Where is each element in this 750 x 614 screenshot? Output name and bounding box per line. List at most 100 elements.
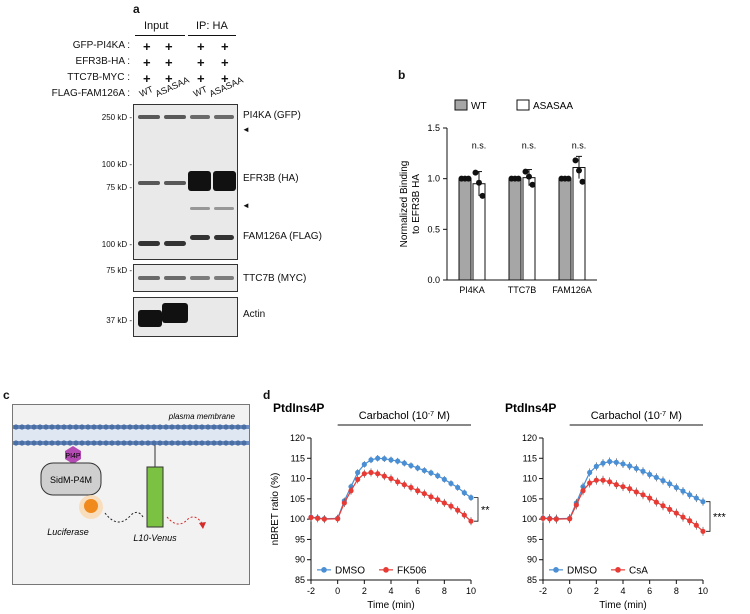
lipid-head: [91, 424, 97, 430]
lipid-head: [151, 424, 157, 430]
data-point: [565, 175, 572, 182]
lipid-head: [241, 440, 247, 446]
bar: [458, 178, 472, 281]
band-mid-3: [190, 207, 210, 210]
data-point: [667, 481, 673, 487]
group-input-line: [135, 35, 185, 36]
data-point: [633, 489, 639, 495]
x-axis-label: Time (min): [367, 600, 414, 610]
lipid-head: [49, 440, 55, 446]
blot-main: [133, 104, 238, 260]
panel-label-a: a: [133, 2, 140, 16]
y-tick-label: 110: [291, 474, 305, 484]
data-point: [572, 157, 579, 164]
lipid-head: [145, 440, 151, 446]
y-tick-label: 0.0: [427, 275, 440, 285]
luciferase-label: Luciferase: [47, 527, 89, 537]
emission-arrowhead: [199, 522, 206, 529]
lipid-head: [241, 424, 247, 430]
data-point: [375, 455, 381, 461]
legend-marker: [553, 567, 559, 573]
x-tick-label: 10: [698, 586, 708, 596]
x-axis-label: Time (min): [599, 600, 646, 610]
data-point: [348, 488, 354, 494]
y-tick-label: 105: [290, 494, 305, 504]
x-tick-label: PI4KA: [459, 285, 485, 295]
data-point: [633, 465, 639, 472]
legend-swatch: [516, 99, 530, 111]
lipid-head: [37, 424, 43, 430]
band-mid-4: [214, 207, 234, 210]
lipid-head: [115, 440, 121, 446]
lipid-head: [127, 424, 133, 430]
band-pi4ka-4: [214, 115, 234, 119]
arrow-2: ◄: [242, 201, 250, 210]
legend-label: FK506: [397, 565, 427, 576]
data-point: [687, 518, 693, 524]
data-point: [421, 467, 427, 474]
data-point: [613, 459, 619, 465]
bar: [522, 177, 536, 281]
lipid-head: [181, 424, 187, 430]
data-point: [308, 514, 314, 521]
legend-label: DMSO: [567, 565, 597, 576]
plus-sign: +: [165, 71, 173, 86]
data-point: [647, 495, 653, 501]
band-label-ttc7b: TTC7B (MYC): [243, 273, 307, 284]
venus-bar: [146, 466, 164, 528]
data-point: [587, 469, 593, 476]
data-point: [587, 480, 593, 486]
y-tick-label: 1.0: [427, 174, 440, 184]
data-point: [361, 461, 367, 467]
data-point: [455, 484, 461, 491]
y-axis-label: to EFR3B HA: [411, 174, 422, 234]
lipid-head: [145, 424, 151, 430]
group-input: Input: [144, 20, 169, 32]
y-tick-label: 90: [527, 555, 537, 565]
data-point: [381, 473, 387, 479]
lipid-head: [199, 424, 205, 430]
data-point: [341, 500, 347, 506]
x-tick-label: 6: [647, 586, 652, 596]
data-point: [395, 458, 401, 464]
data-point: [680, 514, 686, 520]
x-tick-label: 6: [415, 586, 420, 596]
luciferase-icon: [84, 499, 98, 513]
x-tick-label: 10: [466, 586, 476, 596]
band-efr3b-1: [138, 181, 160, 185]
lipid-head: [217, 440, 223, 446]
lipid-head: [25, 440, 31, 446]
blot-ttc7b: [133, 264, 238, 292]
data-point: [448, 480, 454, 487]
lipid-head: [109, 424, 115, 430]
chart-title: PtdIns4P: [273, 401, 324, 415]
lipid-head: [163, 424, 169, 430]
lane-label-wt-input: WT: [137, 84, 155, 99]
significance-label: n.s.: [472, 140, 487, 150]
data-point: [361, 471, 367, 477]
lipid-head: [133, 424, 139, 430]
plus-sign: +: [197, 39, 205, 54]
x-tick-label: 2: [362, 586, 367, 596]
sidm-p4m-label: SidM-P4M: [50, 475, 92, 485]
plus-sign: +: [197, 55, 205, 70]
lipid-head: [73, 440, 79, 446]
data-point: [441, 500, 447, 506]
lipid-head: [139, 424, 145, 430]
lipid-head: [13, 440, 19, 446]
lipid-head: [175, 440, 181, 446]
lipid-head: [205, 424, 211, 430]
lipid-head: [31, 440, 37, 446]
row-label-flag-fam126a: FLAG-FAM126A :: [51, 88, 130, 99]
data-point: [620, 484, 626, 490]
plus-sign: +: [143, 71, 151, 86]
data-point: [448, 503, 454, 509]
data-point: [468, 495, 474, 501]
lipid-head: [235, 424, 241, 430]
data-point: [479, 192, 486, 199]
binding-bar-chart: 0.0 0.5 1.0 1.5 Normalized Binding to EFR3B H…: [399, 99, 597, 295]
y-tick-label: 95: [527, 534, 537, 544]
plus-sign: +: [197, 71, 205, 86]
data-point: [515, 175, 522, 182]
